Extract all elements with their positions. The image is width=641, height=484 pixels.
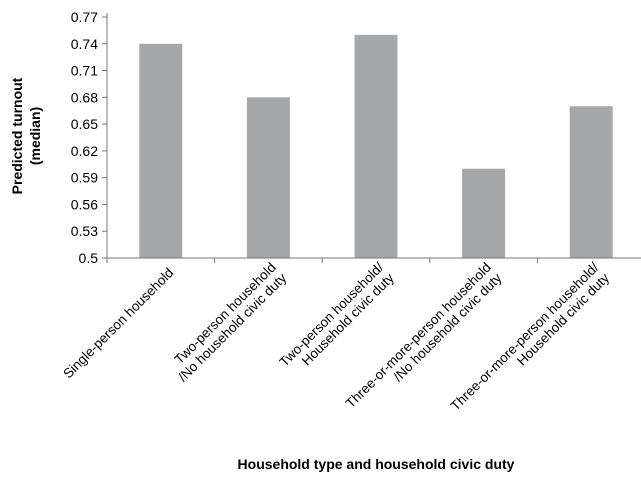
y-tick-label: 0.77: [71, 9, 98, 25]
x-category-label-line: Two-person household/: [277, 260, 387, 370]
y-tick-label: 0.5: [79, 250, 99, 266]
x-category-label-2: Two-person household/No household civic …: [165, 260, 290, 385]
x-category-label-line: Household civic duty: [514, 270, 612, 368]
bar-4: [462, 168, 506, 258]
x-category-label-line: Single-person household: [60, 265, 176, 381]
y-tick-label: 0.68: [71, 89, 98, 105]
bar-1: [139, 43, 183, 259]
y-tick-label: 0.65: [71, 116, 98, 132]
bar-2: [246, 97, 290, 258]
x-category-label-1: Single-person household: [60, 265, 176, 381]
bar-3: [354, 34, 398, 258]
y-tick-label: 0.62: [71, 143, 98, 159]
y-tick-group: 0.5 0.53 0.56 0.59 0.62 0.65 0.68 0.71 0.74 0.77: [71, 9, 107, 266]
y-tick-label: 0.59: [71, 170, 98, 186]
y-tick-label: 0.71: [71, 63, 98, 79]
x-axis-title: Household type and household civic duty: [238, 456, 515, 472]
x-category-label-line: /No household civic duty: [175, 270, 289, 384]
y-tick-label: 0.74: [71, 36, 98, 52]
x-category-label-line: Household civic duty: [299, 270, 397, 368]
y-tick-label: 0.53: [71, 223, 98, 239]
axes-group: [106, 13, 641, 263]
bar-5: [569, 106, 613, 258]
bars-group: [139, 34, 613, 259]
y-axis-title-line-1: Predicted turnout: [9, 77, 25, 194]
x-category-label-3: Two-person household/Household civic dut…: [277, 260, 398, 381]
y-tick-label: 0.56: [71, 196, 98, 212]
x-category-label-line: Two-person household: [172, 260, 279, 367]
y-axis-title-line-2: (median): [27, 107, 43, 165]
